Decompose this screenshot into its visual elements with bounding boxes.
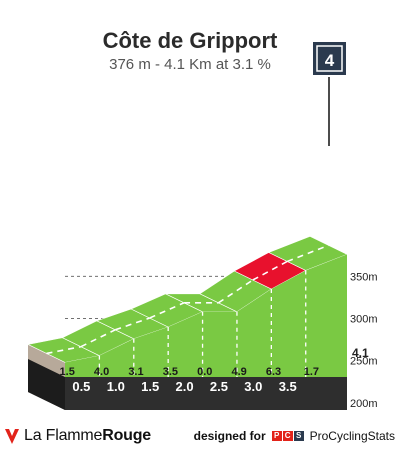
km-scale-side [28, 359, 65, 410]
category-badge-inner [316, 45, 343, 72]
footer: La FlammeRouge designed for P C S ProCyc… [0, 420, 405, 452]
gradient-label: 1.5 [60, 366, 75, 378]
credit-name: ProCyclingStats [309, 429, 395, 443]
x-tick-label: 2.5 [210, 379, 228, 394]
brand-suffix: Rouge [102, 427, 152, 444]
ribbon-dash [218, 279, 254, 304]
gradient-label: 4.9 [231, 366, 246, 378]
climb-subtitle: 376 m - 4.1 Km at 3.1 % [109, 56, 271, 73]
x-tick-label: 1.5 [141, 379, 159, 394]
x-tick-label: 3.0 [244, 379, 262, 394]
pcs-logo-icon: P C S [271, 431, 305, 441]
gradient-label: 0.0 [197, 366, 212, 378]
gradient-label: 4.0 [94, 366, 109, 378]
ribbon-dash [46, 345, 82, 355]
elevation-profile-chart: 4 200m 250m 300m 350m 0.5 1.0 1.5 2.0 2.5 3.0 3.5 1… [27, 42, 378, 410]
flame-icon [5, 429, 19, 444]
title-block: Côte de Gripport 376 m - 4.1 Km at 3.1 % [0, 28, 380, 76]
credit: designed for P C S ProCyclingStats [194, 429, 395, 443]
x-tick-label: 2.0 [176, 379, 194, 394]
pcs-letter-s: S [293, 431, 304, 441]
km-scale-bar [65, 377, 347, 410]
y-tick-label: 300m [350, 314, 378, 326]
pcs-letter-c: C [282, 431, 293, 441]
pcs-letter-p: P [271, 431, 282, 441]
ribbon-dash [286, 244, 329, 263]
credit-prefix: designed for [193, 429, 266, 443]
x-tick-label: 0.5 [72, 379, 90, 394]
y-tick-label: 200m [350, 398, 378, 410]
brand-prefix: La Flamme [24, 427, 103, 444]
x-tick-label: 1.0 [107, 379, 125, 394]
climb-title: Côte de Gripport [102, 28, 278, 53]
x-tick-label: 3.5 [279, 379, 297, 394]
category-badge-value: 4 [325, 51, 335, 70]
y-tick-label: 350m [350, 271, 378, 283]
y-tick-label: 250m [350, 356, 378, 368]
finish-km-label: 4.1 [352, 346, 369, 360]
profile-front-face [65, 254, 347, 377]
gradient-label: 3.1 [128, 366, 143, 378]
gradient-label: 6.3 [266, 366, 281, 378]
gradient-label: 3.5 [163, 366, 178, 378]
category-badge [313, 42, 346, 75]
gradient-label: 1.7 [304, 366, 319, 378]
brand-logo: La FlammeRouge [4, 427, 151, 445]
